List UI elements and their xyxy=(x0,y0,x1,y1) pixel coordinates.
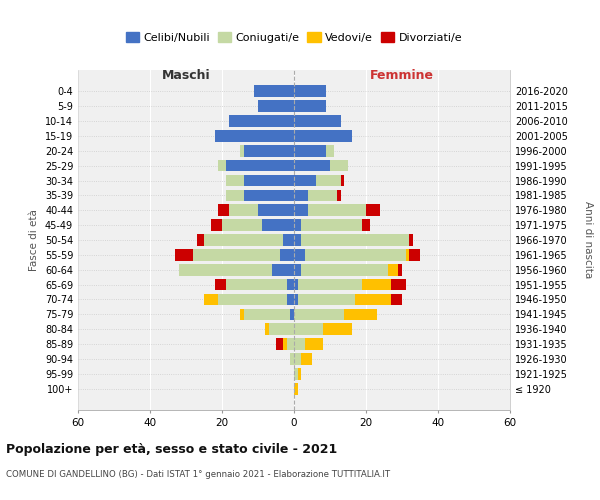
Bar xyxy=(323,324,352,335)
Bar xyxy=(366,204,380,216)
Bar xyxy=(287,294,294,306)
Bar xyxy=(276,338,283,350)
Bar xyxy=(269,324,294,335)
Bar xyxy=(409,249,420,260)
Bar xyxy=(391,279,406,290)
Bar xyxy=(215,279,226,290)
Bar xyxy=(290,308,294,320)
Bar xyxy=(283,234,294,246)
Bar xyxy=(272,264,294,276)
Bar xyxy=(391,294,402,306)
Bar xyxy=(218,204,229,216)
Bar xyxy=(240,308,244,320)
Bar xyxy=(294,338,305,350)
Bar xyxy=(287,338,294,350)
Bar xyxy=(229,204,258,216)
Bar xyxy=(226,174,244,186)
Bar xyxy=(344,308,377,320)
Bar xyxy=(244,190,294,201)
Bar xyxy=(409,234,413,246)
Bar xyxy=(226,160,294,172)
Bar xyxy=(294,294,298,306)
Bar xyxy=(294,324,323,335)
Bar xyxy=(204,234,283,246)
Bar xyxy=(294,145,326,156)
Bar xyxy=(326,145,334,156)
Bar xyxy=(226,190,244,201)
Bar xyxy=(294,204,308,216)
Legend: Celibi/Nubili, Coniugati/e, Vedovi/e, Divorziati/e: Celibi/Nubili, Coniugati/e, Vedovi/e, Di… xyxy=(121,28,467,48)
Bar xyxy=(294,86,326,97)
Bar xyxy=(337,190,341,201)
Bar xyxy=(197,234,204,246)
Bar xyxy=(301,220,362,231)
Bar xyxy=(301,234,409,246)
Bar xyxy=(193,249,280,260)
Bar xyxy=(294,130,352,141)
Bar xyxy=(308,204,366,216)
Bar xyxy=(388,264,398,276)
Bar xyxy=(294,279,298,290)
Bar xyxy=(280,249,294,260)
Bar xyxy=(301,353,312,365)
Bar xyxy=(301,264,388,276)
Bar xyxy=(244,174,294,186)
Bar xyxy=(406,249,409,260)
Text: Maschi: Maschi xyxy=(161,70,211,82)
Bar xyxy=(287,279,294,290)
Bar xyxy=(294,100,326,112)
Bar xyxy=(240,145,244,156)
Bar xyxy=(294,220,301,231)
Bar xyxy=(215,130,294,141)
Bar xyxy=(294,383,298,394)
Bar xyxy=(179,264,272,276)
Bar xyxy=(298,279,362,290)
Bar xyxy=(218,294,287,306)
Bar xyxy=(226,279,287,290)
Y-axis label: Fasce di età: Fasce di età xyxy=(29,209,39,271)
Bar xyxy=(258,100,294,112)
Bar xyxy=(294,249,305,260)
Bar xyxy=(222,220,262,231)
Bar xyxy=(244,308,290,320)
Bar xyxy=(244,145,294,156)
Bar xyxy=(398,264,402,276)
Bar xyxy=(283,338,287,350)
Bar xyxy=(330,160,348,172)
Bar xyxy=(294,174,316,186)
Text: Anni di nascita: Anni di nascita xyxy=(583,202,593,278)
Bar xyxy=(305,338,323,350)
Bar xyxy=(262,220,294,231)
Bar xyxy=(294,368,298,380)
Bar xyxy=(294,264,301,276)
Bar xyxy=(294,308,344,320)
Bar xyxy=(211,220,222,231)
Bar xyxy=(294,190,308,201)
Bar xyxy=(290,353,294,365)
Text: Popolazione per età, sesso e stato civile - 2021: Popolazione per età, sesso e stato civil… xyxy=(6,442,337,456)
Bar xyxy=(294,234,301,246)
Bar xyxy=(265,324,269,335)
Bar xyxy=(229,115,294,127)
Bar xyxy=(362,220,370,231)
Bar xyxy=(305,249,406,260)
Bar xyxy=(204,294,218,306)
Bar xyxy=(218,160,226,172)
Bar xyxy=(294,160,330,172)
Bar xyxy=(308,190,337,201)
Bar xyxy=(362,279,391,290)
Bar xyxy=(341,174,344,186)
Bar xyxy=(294,353,301,365)
Bar xyxy=(254,86,294,97)
Bar xyxy=(175,249,193,260)
Bar xyxy=(294,115,341,127)
Bar xyxy=(298,294,355,306)
Bar xyxy=(316,174,341,186)
Text: COMUNE DI GANDELLINO (BG) - Dati ISTAT 1° gennaio 2021 - Elaborazione TUTTITALIA: COMUNE DI GANDELLINO (BG) - Dati ISTAT 1… xyxy=(6,470,390,479)
Bar xyxy=(298,368,301,380)
Bar xyxy=(355,294,391,306)
Text: Femmine: Femmine xyxy=(370,70,434,82)
Bar xyxy=(258,204,294,216)
